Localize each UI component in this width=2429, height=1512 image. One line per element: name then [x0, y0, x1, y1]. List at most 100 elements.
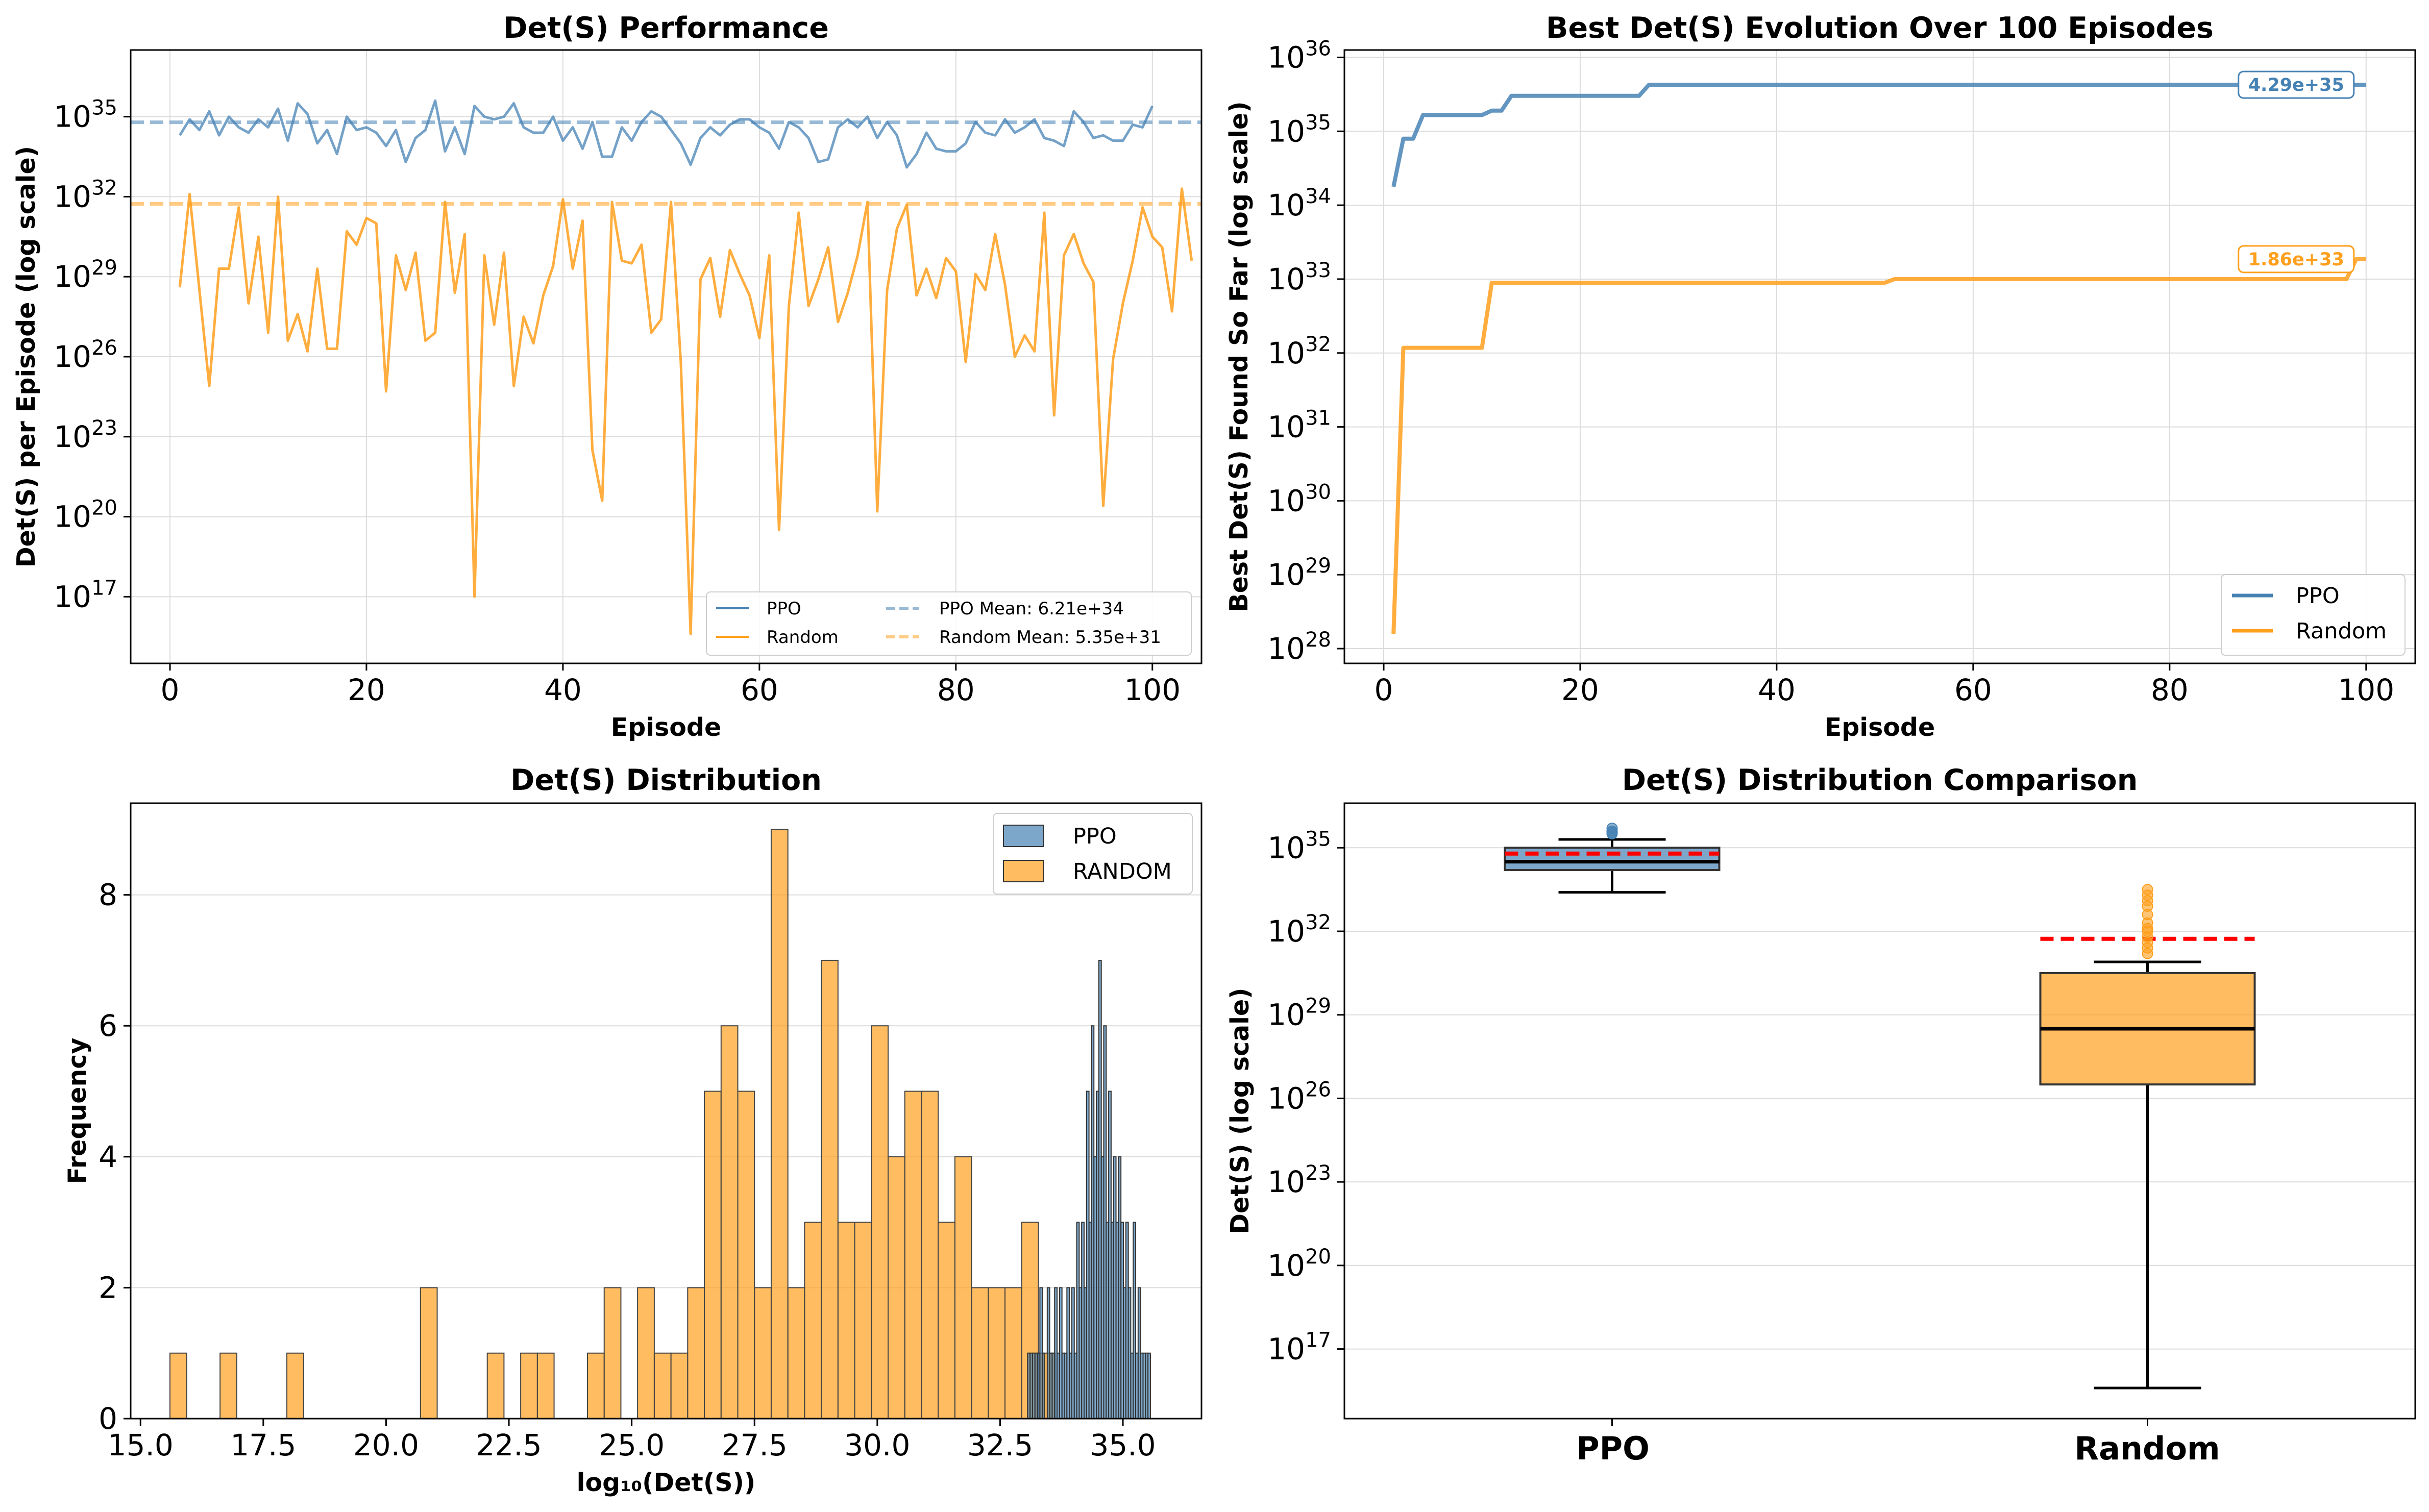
series-line-random	[1391, 257, 2366, 634]
hist-bar-random	[787, 1287, 805, 1420]
y-tick-label: 1033	[1267, 259, 1331, 296]
y-tick-label: 1036	[1267, 37, 1331, 75]
legend-ppo-label: PPO	[1073, 824, 1117, 849]
y-axis-label: Det(S) (log scale)	[1225, 987, 1255, 1234]
hist-bar-random	[286, 1352, 304, 1420]
x-tick-label: 100	[2338, 673, 2394, 707]
y-axis-label: Best Det(S) Found So Far (log scale)	[1224, 101, 1254, 612]
hist-bar-random	[653, 1352, 672, 1420]
chart-title: Det(S) Performance	[503, 11, 829, 45]
legend: PPO Random PPO Mean: 6.21e+34 Random Mea…	[706, 591, 1192, 656]
hist-bar-random	[687, 1287, 705, 1420]
hist-bar-random	[971, 1287, 989, 1420]
x-tick-label: 30.0	[844, 1428, 910, 1463]
hist-bar-random	[420, 1287, 438, 1420]
hist-bar-random	[938, 1222, 955, 1420]
hist-bar-random	[704, 1090, 722, 1420]
chart-title: Det(S) Distribution Comparison	[1622, 763, 2138, 797]
x-tick-label: 15.0	[108, 1428, 174, 1463]
outlier-point-ppo	[1606, 827, 1618, 838]
outlier-point-random	[2142, 884, 2153, 896]
y-tick-label: 1020	[1267, 1245, 1331, 1283]
panel-det-performance: 0 20 40 60 80 100 1017 1020 1023 1026 1029 1032 1035…	[12, 11, 1203, 742]
hist-bar-random	[737, 1090, 755, 1420]
plot-frame	[1343, 802, 2416, 1420]
annotation-label-ppo: 4.29e+35	[2248, 75, 2344, 95]
hist-bar-random	[770, 829, 789, 1419]
hist-bar-random	[837, 1222, 855, 1420]
hist-bar-random	[804, 1222, 822, 1420]
hist-bar-random	[486, 1352, 505, 1420]
hist-bar-random	[536, 1352, 555, 1420]
x-tick-label: 17.5	[230, 1428, 296, 1463]
panel-box-comparison: 1017 1020 1023 1026 1029 1032 1035 Det(S) Dist…	[1225, 763, 2416, 1467]
x-tick-label: 0	[161, 673, 180, 707]
hist-bar-random	[887, 1156, 905, 1420]
hist-bar-random	[754, 1287, 772, 1420]
hist-bar-ppo	[1147, 1352, 1151, 1420]
series-line-random	[178, 187, 1193, 636]
hist-bar-random	[1004, 1287, 1022, 1420]
hist-bar-random	[520, 1352, 538, 1420]
hist-bar-random	[603, 1287, 622, 1420]
legend-random-label: Random	[767, 627, 839, 648]
series-line-ppo	[179, 99, 1154, 169]
y-tick-label: 1023	[1267, 1161, 1331, 1199]
x-tick-label: 35.0	[1090, 1428, 1156, 1463]
plot-frame	[1343, 49, 2416, 664]
y-tick-label: 1030	[1267, 480, 1331, 518]
hist-bar-random	[219, 1352, 237, 1420]
legend-ppo-mean-label: PPO Mean: 6.21e+34	[939, 599, 1124, 619]
y-tick-label: 1034	[1267, 185, 1331, 222]
x-tick-label: 100	[1124, 673, 1181, 707]
panel-best-evolution: 0 20 40 60 80 100 1028 1029 1030 1031 1032 1033 1034…	[1224, 11, 2416, 742]
y-axis-label: Frequency	[63, 1038, 92, 1184]
legend-random-swatch	[1003, 860, 1044, 882]
hist-bar-random	[871, 1025, 889, 1419]
y-tick-label: 1035	[1267, 111, 1331, 148]
hist-bar-random	[587, 1352, 605, 1420]
x-tick-label: 20	[348, 673, 385, 707]
x-axis-label: Episode	[611, 713, 721, 742]
x-tick-label: 80	[937, 673, 975, 707]
chart-title: Det(S) Distribution	[510, 763, 822, 797]
y-tick-label: 1032	[54, 176, 117, 214]
y-tick-label: 1035	[1267, 827, 1331, 865]
hist-bar-random	[854, 1222, 872, 1420]
y-tick-label: 1023	[54, 416, 117, 454]
panel-distribution-histogram: 0 2 4 6 8 15.0 17.5 20.0 22.5 25.0 27.5 30.0 32.5 35.…	[63, 763, 1203, 1497]
hist-bar-random	[904, 1090, 922, 1420]
y-tick-label: 1031	[1267, 407, 1331, 444]
legend-box	[706, 591, 1192, 656]
annotation-label-random: 1.86e+33	[2248, 250, 2344, 270]
y-tick-label: 8	[99, 878, 117, 912]
y-tick-label: 1032	[1267, 911, 1331, 949]
x-tick-label: 0	[1375, 673, 1393, 707]
y-tick-label: 1017	[54, 576, 117, 614]
y-tick-label: 1026	[54, 336, 117, 374]
box-ppo	[1504, 847, 1721, 871]
y-tick-label: 1020	[54, 497, 117, 534]
y-tick-label: 2	[99, 1270, 117, 1305]
outlier-point-random	[2142, 895, 2153, 906]
y-tick-label: 1032	[1267, 333, 1331, 370]
x-tick-label: 27.5	[722, 1428, 788, 1463]
x-tick-label: 25.0	[599, 1428, 665, 1463]
legend: PPO RANDOM	[993, 813, 1193, 895]
y-tick-label: 4	[99, 1139, 117, 1174]
y-tick-label: 6	[99, 1008, 117, 1043]
x-tick-label: 32.5	[967, 1428, 1033, 1463]
category-label-ppo: PPO	[1576, 1430, 1650, 1467]
y-tick-label: 1029	[1267, 554, 1331, 592]
x-tick-label: 20	[1561, 673, 1599, 707]
x-axis-label: Episode	[1825, 713, 1935, 742]
legend-ppo-swatch	[1003, 825, 1044, 847]
hist-bar-random	[169, 1352, 187, 1420]
y-tick-label: 1017	[1267, 1329, 1331, 1367]
hist-bar-ppo	[1042, 1352, 1045, 1420]
legend-ppo-label: PPO	[767, 599, 801, 619]
x-tick-label: 20.0	[353, 1428, 419, 1463]
legend-random-label: Random	[2296, 618, 2387, 644]
x-tick-label: 80	[2151, 673, 2189, 707]
